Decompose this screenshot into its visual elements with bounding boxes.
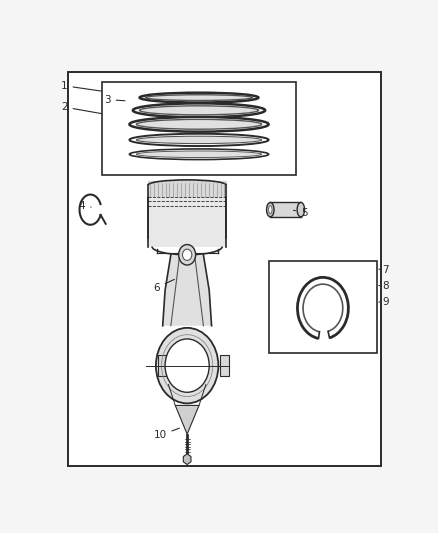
Text: 4: 4 (78, 200, 91, 211)
Ellipse shape (136, 136, 261, 143)
Text: 2: 2 (61, 102, 101, 114)
Circle shape (183, 249, 192, 261)
Polygon shape (175, 406, 199, 434)
Circle shape (179, 245, 196, 265)
Ellipse shape (297, 203, 304, 217)
Ellipse shape (129, 149, 268, 159)
Bar (270, 203, 301, 217)
Ellipse shape (267, 203, 274, 217)
Bar (220, 356, 229, 376)
Ellipse shape (139, 106, 258, 115)
Ellipse shape (129, 134, 268, 146)
Text: 3: 3 (104, 95, 125, 104)
Text: 5: 5 (293, 207, 307, 217)
Text: 6: 6 (153, 279, 174, 293)
Ellipse shape (145, 95, 252, 101)
Circle shape (165, 339, 209, 392)
Circle shape (156, 328, 219, 403)
Ellipse shape (136, 119, 261, 129)
Bar (268, 261, 377, 353)
Ellipse shape (129, 117, 268, 132)
Polygon shape (162, 255, 212, 326)
Ellipse shape (140, 93, 258, 102)
Bar (102, 83, 296, 175)
Text: 8: 8 (379, 280, 389, 290)
Text: 9: 9 (379, 297, 389, 307)
Bar (148, 197, 226, 247)
Ellipse shape (136, 151, 261, 158)
Text: 7: 7 (379, 265, 389, 276)
Ellipse shape (133, 103, 265, 117)
Text: 10: 10 (153, 428, 180, 440)
Polygon shape (184, 454, 191, 465)
Text: 1: 1 (61, 80, 101, 91)
Ellipse shape (268, 206, 272, 214)
Bar (158, 356, 166, 376)
